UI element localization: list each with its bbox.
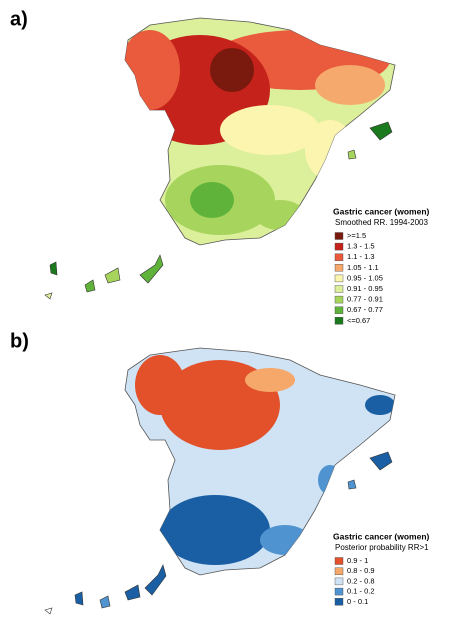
legend-swatch [334, 567, 344, 575]
legend-item: 0.2 - 0.8 [347, 576, 375, 585]
legend-swatch [334, 587, 344, 596]
legend-item: 0.95 - 1.05 [347, 273, 383, 282]
legend-swatch [334, 306, 344, 314]
legend-item: 0.9 - 1 [347, 556, 368, 565]
legend-title: Gastric cancer (women) [333, 531, 430, 541]
panel-label: a) [10, 8, 28, 30]
legend-swatch [334, 598, 344, 606]
legend-swatch [334, 242, 344, 251]
legend-subtitle: Smoothed RR. 1994-2003 [335, 218, 429, 227]
legend-item: 0.67 - 0.77 [347, 305, 383, 314]
legend-swatch [334, 253, 344, 261]
legend-swatch [334, 285, 344, 293]
legend-item: 1.3 - 1.5 [347, 242, 375, 251]
legend-item: >=1.5 [347, 231, 366, 240]
legend-item: 0 - 0.1 [347, 597, 368, 606]
panel-label: b) [10, 330, 29, 352]
legend-title: Gastric cancer (women) [333, 206, 430, 216]
map-regions [125, 30, 390, 235]
panel-a: a) Gastric cancer (women) Smoothed RR. 199… [10, 8, 430, 325]
legend-item: 1.1 - 1.3 [347, 252, 375, 261]
panel-b: b) Gastric cancer (women) Posterior probab… [10, 330, 430, 615]
legend-swatch [334, 577, 344, 586]
legend-item: 0.91 - 0.95 [347, 284, 383, 293]
legend-swatch [334, 232, 344, 240]
legend-subtitle: Posterior probability RR>1 [335, 543, 429, 552]
legend-item: 0.1 - 0.2 [347, 587, 375, 596]
legend-item: 0.8 - 0.9 [347, 566, 375, 575]
legend-swatch [334, 274, 344, 283]
legend-item: <=0.67 [347, 316, 370, 325]
legend-swatch [334, 557, 344, 565]
legend-swatch [334, 264, 344, 272]
map-regions [135, 355, 395, 565]
legend-item: 1.05 - 1.1 [347, 263, 379, 272]
legend-item: 0.77 - 0.91 [347, 295, 383, 304]
legend-swatch [334, 295, 344, 304]
legend-swatch [334, 317, 344, 325]
